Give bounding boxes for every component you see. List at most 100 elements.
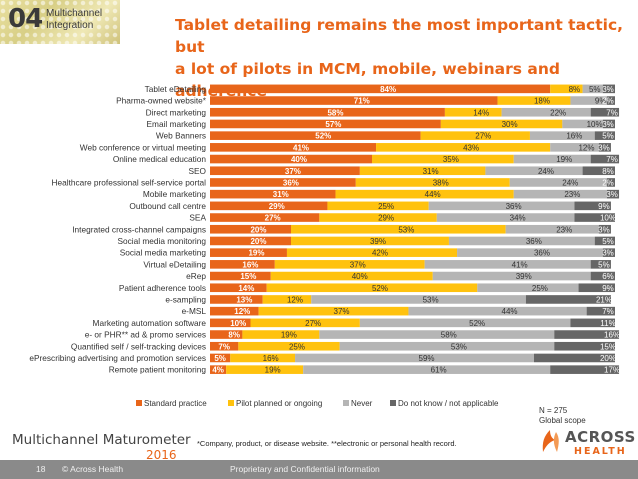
data-label: 3% bbox=[602, 85, 614, 94]
data-label: 36% bbox=[534, 249, 550, 258]
bar-segment bbox=[355, 178, 510, 187]
data-label: 52% bbox=[469, 319, 485, 328]
data-label: 14% bbox=[238, 284, 254, 293]
data-label: 27% bbox=[305, 319, 321, 328]
category-label: Social media monitoring bbox=[117, 236, 206, 246]
data-label: 36% bbox=[526, 237, 542, 246]
bar-segment bbox=[534, 353, 615, 363]
data-label: 41% bbox=[512, 260, 528, 269]
legend-swatch bbox=[343, 400, 349, 406]
data-label: 40% bbox=[291, 155, 307, 164]
bar-segment bbox=[376, 143, 551, 152]
data-label: 53% bbox=[423, 295, 439, 304]
bar-segment bbox=[477, 283, 579, 293]
bar-segment bbox=[594, 236, 615, 246]
category-label: Virtual eDetailing bbox=[143, 259, 206, 269]
data-label: 16% bbox=[604, 331, 620, 340]
data-label: 19% bbox=[556, 155, 572, 164]
bar-segment bbox=[501, 107, 591, 117]
logo-text-across: ACROSS bbox=[565, 428, 636, 446]
bar-segment bbox=[210, 330, 243, 339]
bar-segment bbox=[582, 84, 603, 94]
category-label: ePrescribing advertising and promotion s… bbox=[29, 353, 206, 363]
bar-segment bbox=[606, 178, 615, 187]
bar-segment bbox=[550, 143, 599, 152]
data-label: 15% bbox=[240, 272, 256, 281]
data-label: 31% bbox=[423, 167, 439, 176]
data-label: 9% bbox=[598, 202, 610, 211]
bar-segment bbox=[602, 119, 615, 129]
bar-segment bbox=[226, 365, 304, 374]
data-label: 53% bbox=[398, 225, 414, 234]
data-label: 12% bbox=[578, 143, 594, 152]
category-label: Web conference or virtual meeting bbox=[80, 142, 207, 152]
bar-segment bbox=[448, 236, 595, 246]
data-label: 7% bbox=[606, 155, 618, 164]
bar-segment bbox=[590, 107, 620, 117]
data-label: 41% bbox=[293, 143, 309, 152]
data-label: 19% bbox=[248, 249, 264, 258]
data-label: 5% bbox=[602, 237, 614, 246]
bar-segment bbox=[574, 213, 615, 222]
data-label: 43% bbox=[463, 143, 479, 152]
data-label: 44% bbox=[502, 307, 518, 316]
data-label: 36% bbox=[283, 178, 299, 187]
bar-segment bbox=[428, 201, 575, 211]
data-label: 18% bbox=[534, 97, 550, 106]
sample-size: N = 275 bbox=[539, 406, 568, 415]
bar-segment bbox=[210, 283, 267, 293]
legend-label: Do not know / not applicable bbox=[398, 399, 499, 408]
category-label: Healthcare professional self-service por… bbox=[52, 177, 207, 187]
bar-segment bbox=[513, 189, 607, 199]
category-label: Outbound call centre bbox=[129, 201, 206, 211]
legend-label: Pilot planned or ongoing bbox=[236, 399, 322, 408]
bar-segment bbox=[339, 341, 555, 351]
section-label: Multichannel Integration bbox=[46, 8, 102, 32]
bar-segment bbox=[210, 306, 259, 316]
bar-segment bbox=[210, 271, 271, 281]
category-label: Online medical education bbox=[113, 154, 207, 164]
sample-size-note: N = 275 Global scope bbox=[539, 406, 586, 426]
bar-segment bbox=[408, 306, 587, 316]
bar-segment bbox=[497, 96, 571, 105]
data-label: 2% bbox=[602, 178, 614, 187]
bar-segment bbox=[602, 84, 615, 94]
legend-swatch bbox=[228, 400, 234, 406]
legend-label: Standard practice bbox=[144, 399, 207, 408]
data-label: 3% bbox=[606, 190, 618, 199]
page-title-line1: Tablet detailing remains the most import… bbox=[175, 16, 624, 56]
category-label: e-sampling bbox=[165, 294, 206, 304]
bar-segment bbox=[210, 107, 445, 117]
bar-segment bbox=[335, 189, 514, 199]
data-label: 19% bbox=[281, 331, 297, 340]
bar-segment bbox=[311, 295, 526, 304]
bar-segment bbox=[210, 201, 328, 211]
data-label: 59% bbox=[419, 354, 435, 363]
bar-segment bbox=[485, 166, 583, 176]
data-label: 14% bbox=[473, 108, 489, 117]
bar-segment bbox=[359, 166, 486, 176]
data-label: 31% bbox=[273, 190, 289, 199]
bar-segment bbox=[582, 166, 615, 176]
bar-segment bbox=[262, 295, 312, 304]
category-label: Quantified self / self-tracking devices bbox=[71, 341, 206, 351]
data-label: 37% bbox=[285, 167, 301, 176]
category-label: Remote patient monitoring bbox=[109, 365, 207, 375]
data-label: 61% bbox=[431, 366, 447, 375]
data-label: 39% bbox=[516, 272, 532, 281]
bar-segment bbox=[513, 154, 591, 164]
bar-segment bbox=[554, 330, 620, 339]
data-label: 10% bbox=[587, 120, 603, 129]
data-label: 10% bbox=[230, 319, 246, 328]
data-label: 20% bbox=[250, 225, 266, 234]
bar-segment bbox=[440, 119, 563, 129]
bar-segment bbox=[242, 330, 320, 339]
data-label: 40% bbox=[352, 272, 368, 281]
bar-segment bbox=[570, 318, 615, 328]
data-label: 36% bbox=[506, 202, 522, 211]
category-label: Pharma-owned website* bbox=[116, 96, 207, 106]
data-label: 24% bbox=[538, 167, 554, 176]
bar-segment bbox=[562, 119, 603, 129]
bar-segment bbox=[590, 271, 615, 281]
data-label: 37% bbox=[334, 307, 350, 316]
